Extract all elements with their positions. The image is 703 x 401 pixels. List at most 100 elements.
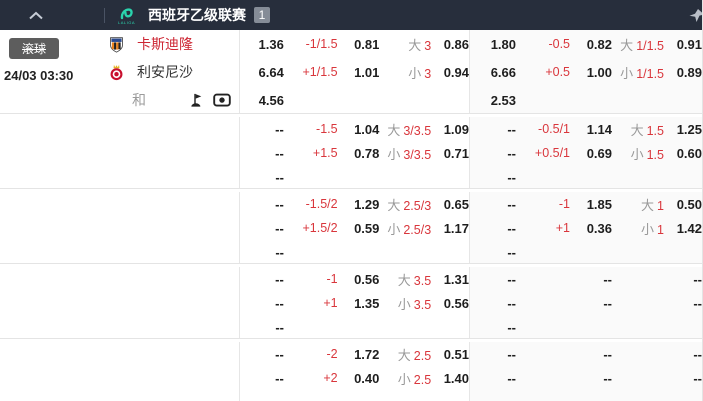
over-under-odds: -- xyxy=(693,346,702,362)
handicap-odds[interactable]: 0.78 xyxy=(354,145,380,161)
handicap-odds[interactable]: 1.14 xyxy=(586,121,612,137)
away-team-row[interactable]: 利安尼沙 xyxy=(0,58,239,86)
league-header: LALIGA 西班牙乙级联赛 1 xyxy=(0,0,702,30)
live-status-badge: 滚球 xyxy=(9,38,60,59)
odds-group-2: -- -1 1.85 大 1 0.50 -- +1 0.36 小 1 1.42 -- xyxy=(470,192,702,263)
handicap-odds[interactable]: 1.72 xyxy=(354,346,380,362)
home-team-name[interactable]: 卡斯迪隆 xyxy=(137,36,193,52)
odds-row: -- -- -- xyxy=(472,291,702,315)
odds-row: -- -- -- xyxy=(472,267,702,291)
win-odds[interactable]: 1.36 xyxy=(258,36,284,52)
pin-icon[interactable] xyxy=(688,8,702,29)
over-under-odds[interactable]: 0.51 xyxy=(443,346,469,362)
over-under-label: 小 1.5 xyxy=(612,144,664,163)
win-odds: -- xyxy=(507,346,516,362)
over-under-label: 大 3/3.5 xyxy=(379,120,431,139)
corner-flag-icon[interactable] xyxy=(189,92,206,109)
ou-direction: 大 xyxy=(620,37,634,53)
ou-line: 3.5 xyxy=(413,273,432,288)
odds-group-2: -- -0.5/1 1.14 大 1.5 1.25 -- +0.5/1 0.69 小 1.5 0.6… xyxy=(470,117,702,188)
empty-left-cell xyxy=(0,267,240,338)
handicap-line: -1.5 xyxy=(316,122,338,136)
odds-row: -- xyxy=(240,390,469,401)
over-under-odds[interactable]: 0.89 xyxy=(676,64,702,80)
over-under-odds[interactable]: 1.25 xyxy=(676,121,702,137)
match-count-badge: 1 xyxy=(254,7,271,23)
odds-section: -- -1 0.56 大 3.5 1.31 -- +1 1.35 小 3.5 0.56 -- -- -… xyxy=(0,264,702,339)
ou-direction: 小 xyxy=(387,146,401,162)
over-under-odds[interactable]: 1.17 xyxy=(443,220,469,236)
over-under-odds[interactable]: 0.56 xyxy=(443,295,469,311)
over-under-label: 大 1.5 xyxy=(612,120,664,139)
over-under-odds[interactable]: 0.71 xyxy=(443,145,469,161)
over-under-odds[interactable]: 0.86 xyxy=(443,36,469,52)
odds-row: 4.56 xyxy=(240,86,469,114)
over-under-odds[interactable]: 0.94 xyxy=(443,64,469,80)
over-under-odds: -- xyxy=(693,271,702,287)
live-video-icon[interactable] xyxy=(213,92,231,108)
over-under-odds[interactable]: 0.65 xyxy=(443,196,469,212)
handicap-odds[interactable]: 0.81 xyxy=(354,36,380,52)
handicap-odds[interactable]: 1.04 xyxy=(354,121,380,137)
handicap-odds[interactable]: 0.59 xyxy=(354,220,380,236)
over-under-odds[interactable]: 0.50 xyxy=(676,196,702,212)
win-odds[interactable]: 1.80 xyxy=(490,36,516,52)
win-odds: -- xyxy=(507,121,516,137)
handicap-odds[interactable]: 1.00 xyxy=(586,64,612,80)
over-under-odds[interactable]: 0.91 xyxy=(676,36,702,52)
over-under-odds[interactable]: 1.09 xyxy=(443,121,469,137)
ou-direction: 小 xyxy=(620,65,634,81)
odds-row: -- -- -- xyxy=(472,366,702,390)
handicap-odds[interactable]: 0.56 xyxy=(354,271,380,287)
odds-section: -- -2 1.72 大 2.5 0.51 -- +2 0.40 小 2.5 1.40 -- -- -… xyxy=(0,339,702,401)
over-under-odds[interactable]: 1.42 xyxy=(676,220,702,236)
away-team-name[interactable]: 利安尼沙 xyxy=(137,64,193,80)
handicap-odds[interactable]: 1.35 xyxy=(354,295,380,311)
handicap-line: +1.5 xyxy=(312,146,338,160)
header-divider xyxy=(104,7,105,23)
over-under-odds[interactable]: 1.40 xyxy=(443,370,469,386)
draw-odds: -- xyxy=(275,319,284,335)
odds-row: -- xyxy=(240,240,469,264)
ou-line: 3/3.5 xyxy=(403,147,432,162)
handicap-odds[interactable]: 0.36 xyxy=(586,220,612,236)
win-odds[interactable]: 6.66 xyxy=(490,64,516,80)
win-odds: -- xyxy=(275,295,284,311)
handicap-odds[interactable]: 1.85 xyxy=(586,196,612,212)
home-team-row[interactable]: 卡斯迪隆 xyxy=(0,30,239,58)
over-under-odds[interactable]: 0.60 xyxy=(676,145,702,161)
match-info-column: 滚球 24/03 03:30 卡斯迪隆 xyxy=(0,30,240,113)
over-under-odds[interactable]: 1.31 xyxy=(443,271,469,287)
match-feature-icons xyxy=(189,92,239,109)
handicap-line: -0.5 xyxy=(548,37,570,51)
draw-odds: -- xyxy=(275,244,284,260)
odds-row: -- xyxy=(240,315,469,339)
win-odds: -- xyxy=(275,370,284,386)
over-under-label xyxy=(612,272,664,287)
odds-row: -- +1 1.35 小 3.5 0.56 xyxy=(240,291,469,315)
handicap-odds[interactable]: 0.82 xyxy=(586,36,612,52)
win-odds[interactable]: 6.64 xyxy=(258,64,284,80)
ou-line: 1/1.5 xyxy=(636,66,664,81)
draw-odds[interactable]: 4.56 xyxy=(258,92,284,108)
handicap-odds[interactable]: 1.01 xyxy=(354,64,380,80)
ou-line: 3.5 xyxy=(413,297,432,312)
win-odds: -- xyxy=(507,220,516,236)
handicap-odds[interactable]: 0.69 xyxy=(586,145,612,161)
handicap-odds[interactable]: 1.29 xyxy=(354,196,380,212)
home-team-crest-icon xyxy=(110,36,123,53)
draw-label: 和 xyxy=(132,92,146,108)
draw-odds[interactable]: 2.53 xyxy=(490,92,516,108)
chevron-up-icon[interactable] xyxy=(28,11,44,20)
handicap-odds[interactable]: 0.40 xyxy=(354,370,380,386)
over-under-label: 大 3.5 xyxy=(379,270,431,289)
ou-line: 2.5 xyxy=(413,348,432,363)
odds-section-main: 滚球 24/03 03:30 卡斯迪隆 xyxy=(0,30,702,114)
odds-row: -- -1.5 1.04 大 3/3.5 1.09 xyxy=(240,117,469,141)
odds-group-1: -- -1 0.56 大 3.5 1.31 -- +1 1.35 小 3.5 0.56 -- xyxy=(240,267,470,338)
empty-left-cell xyxy=(0,342,240,401)
win-odds: -- xyxy=(275,271,284,287)
